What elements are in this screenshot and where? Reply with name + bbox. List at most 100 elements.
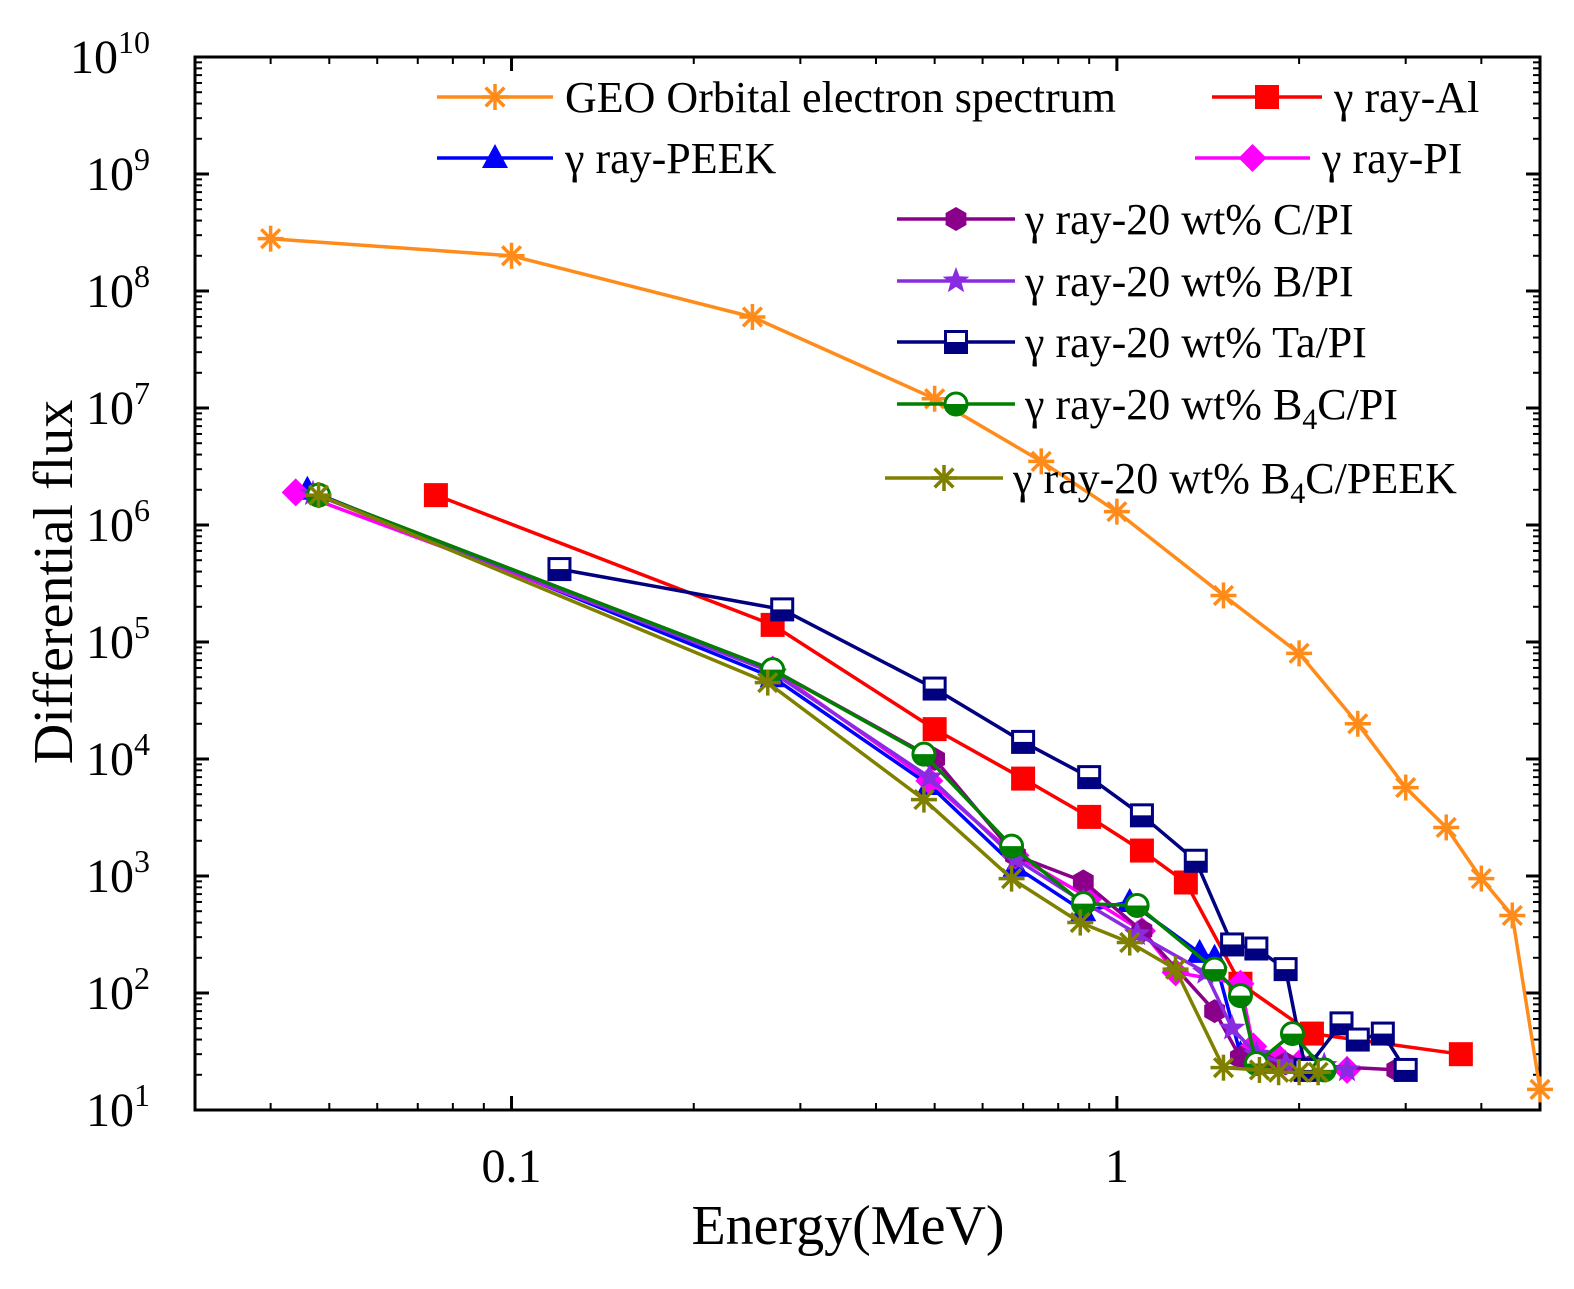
marker-stroke xyxy=(933,467,955,489)
y-tick-label: 101 xyxy=(86,1077,150,1137)
data-point xyxy=(1499,902,1526,929)
data-point xyxy=(1077,765,1102,790)
legend-marker xyxy=(931,465,957,491)
data-point xyxy=(1393,1057,1418,1082)
legend-item-4: γ ray-20 wt% C/PI xyxy=(897,195,1354,244)
marker-stroke xyxy=(1395,776,1417,799)
series-1 xyxy=(423,483,1473,1067)
data-point xyxy=(498,242,525,269)
data-point xyxy=(921,385,948,412)
marker-fill xyxy=(548,569,570,580)
legend-item-1: γ ray-Al xyxy=(1212,73,1479,122)
data-point xyxy=(1173,870,1198,895)
data-point xyxy=(1273,957,1298,982)
marker-fill xyxy=(1245,948,1267,960)
data-point xyxy=(1527,1076,1553,1103)
data-point xyxy=(1116,929,1143,956)
series-5 xyxy=(299,479,1361,1082)
series-line xyxy=(435,493,1462,1056)
data-point xyxy=(910,786,937,813)
x-tick-label: 1 xyxy=(1105,1140,1129,1193)
data-point xyxy=(1279,1021,1305,1047)
data-point xyxy=(999,833,1025,859)
data-point xyxy=(1129,803,1154,828)
marker-fill xyxy=(771,609,793,620)
legend-item-7: γ ray-20 wt% B4C/PI xyxy=(897,380,1398,436)
series-line xyxy=(306,488,1300,1066)
data-point xyxy=(1011,766,1036,791)
legend-marker xyxy=(482,84,508,110)
marker-stroke xyxy=(307,484,330,506)
data-point xyxy=(423,483,448,508)
marker-fill xyxy=(945,404,967,415)
data-point xyxy=(754,669,781,696)
x-axis-title: Energy(MeV) xyxy=(691,1195,1004,1257)
data-point xyxy=(1067,909,1094,936)
marker-stroke xyxy=(1435,816,1457,839)
marker-stroke xyxy=(484,86,506,108)
plot-frame xyxy=(193,55,1542,1112)
marker-stroke xyxy=(1164,958,1187,980)
legend-item-0: GEO Orbital electron spectrum xyxy=(437,73,1116,122)
series-0 xyxy=(257,225,1553,1103)
data-point xyxy=(1202,956,1228,982)
marker-fill xyxy=(1203,969,1226,981)
marker-fill xyxy=(1229,995,1252,1007)
series-7 xyxy=(306,482,1337,1083)
marker-stroke xyxy=(1529,1078,1551,1100)
data-point xyxy=(1028,448,1055,475)
marker-stroke xyxy=(1248,1059,1271,1081)
marker-stroke xyxy=(757,671,779,694)
y-tick-label: 106 xyxy=(86,492,150,552)
legend: GEO Orbital electron spectrum γ ray-Al γ r… xyxy=(437,73,1479,510)
legend-marker xyxy=(942,267,970,293)
data-point xyxy=(1162,956,1189,983)
legend-item-2: γ ray-PEEK xyxy=(437,134,777,183)
marker-stroke xyxy=(1347,713,1369,735)
legend-item-3: γ ray-PI xyxy=(1195,134,1462,183)
data-point xyxy=(1077,804,1102,829)
marker-fill xyxy=(1295,1069,1317,1081)
data-point xyxy=(1124,892,1150,918)
marker-fill xyxy=(1275,969,1297,980)
legend-marker xyxy=(945,207,967,231)
data-point xyxy=(1210,582,1237,609)
y-axis-ticks: 101 102 103 104 105 106 107 108 109 1010 xyxy=(70,24,1540,1137)
marker-stroke xyxy=(1501,904,1523,927)
y-tick-label: 104 xyxy=(86,726,150,786)
legend-item-6: γ ray-20 wt% Ta/PI xyxy=(897,318,1367,367)
data-point xyxy=(1220,932,1245,957)
y-tick-label: 105 xyxy=(86,609,150,669)
data-point xyxy=(305,482,332,509)
data-point xyxy=(922,717,947,742)
y-axis-title: Differential flux xyxy=(23,400,85,764)
data-point xyxy=(1070,891,1096,917)
marker-stroke xyxy=(260,228,282,250)
marker-stroke xyxy=(1212,584,1235,607)
marker-fill xyxy=(1185,860,1207,872)
marker-fill xyxy=(1000,846,1023,858)
x-tick-label: 0.1 xyxy=(482,1140,542,1193)
marker-fill xyxy=(1347,1039,1369,1051)
series-line xyxy=(270,236,1542,1090)
legend-label: γ ray-20 wt% B4C/PEEK xyxy=(1012,454,1457,510)
y-tick-label: 107 xyxy=(86,375,150,435)
marker-stroke xyxy=(1000,868,1023,890)
data-point xyxy=(1218,1014,1246,1040)
series-line xyxy=(317,493,1319,1075)
data-point xyxy=(1011,729,1036,754)
data-point xyxy=(1272,1049,1299,1075)
legend-label: γ ray-20 wt% Ta/PI xyxy=(1024,318,1367,367)
data-point xyxy=(1210,1054,1237,1081)
marker-stroke xyxy=(1069,911,1091,934)
marker-fill xyxy=(1078,777,1100,788)
marker-stroke xyxy=(1470,868,1492,890)
marker-stroke xyxy=(1268,1061,1290,1083)
y-tick-label: 103 xyxy=(86,843,150,903)
marker-fill xyxy=(1126,905,1149,917)
legend-label: γ ray-PEEK xyxy=(564,134,777,183)
legend-item-8: γ ray-20 wt% B4C/PEEK xyxy=(885,454,1457,510)
data-point xyxy=(1227,983,1253,1009)
data-point xyxy=(1129,838,1154,863)
data-point xyxy=(547,557,572,582)
